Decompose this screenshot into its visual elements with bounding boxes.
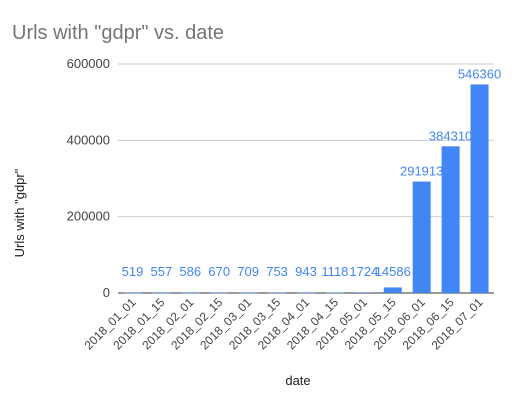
y-tick-label: 400000 <box>67 132 110 147</box>
bar <box>297 292 315 294</box>
bar <box>181 292 200 294</box>
x-axis-ticks: 2018_01_012018_01_152018_02_012018_02_15… <box>81 295 485 352</box>
bar <box>412 181 431 293</box>
bar <box>383 287 402 293</box>
bars <box>123 84 489 294</box>
bar <box>354 292 373 293</box>
y-tick-label: 200000 <box>67 209 110 224</box>
bar <box>123 292 142 294</box>
bar <box>210 292 229 294</box>
y-tick-label: 600000 <box>67 56 110 71</box>
chart-title: Urls with "gdpr" vs. date <box>12 22 224 44</box>
data-label: 291913 <box>400 164 443 179</box>
data-label: 709 <box>237 264 259 279</box>
data-label: 1118 <box>321 264 348 279</box>
data-label: 943 <box>295 264 317 279</box>
data-label: 546360 <box>458 66 501 81</box>
y-axis-ticks: 0 200000 400000 600000 <box>67 56 110 300</box>
data-label: 670 <box>208 264 230 279</box>
bar <box>441 146 460 293</box>
data-label: 519 <box>122 264 144 279</box>
bar <box>239 292 258 294</box>
y-tick-label: 0 <box>103 285 110 300</box>
x-axis-title: date <box>285 373 310 388</box>
data-label: 586 <box>179 264 201 279</box>
data-label: 14586 <box>375 264 411 279</box>
data-label: 753 <box>266 264 288 279</box>
data-label: 384310 <box>429 128 472 143</box>
bar <box>470 84 489 294</box>
bar <box>268 292 287 294</box>
data-label: 557 <box>151 264 173 279</box>
data-label: 1724 <box>349 264 378 279</box>
bar <box>325 292 344 294</box>
y-axis-title: Urls with "gdpr" <box>12 168 27 257</box>
bar <box>152 292 171 294</box>
